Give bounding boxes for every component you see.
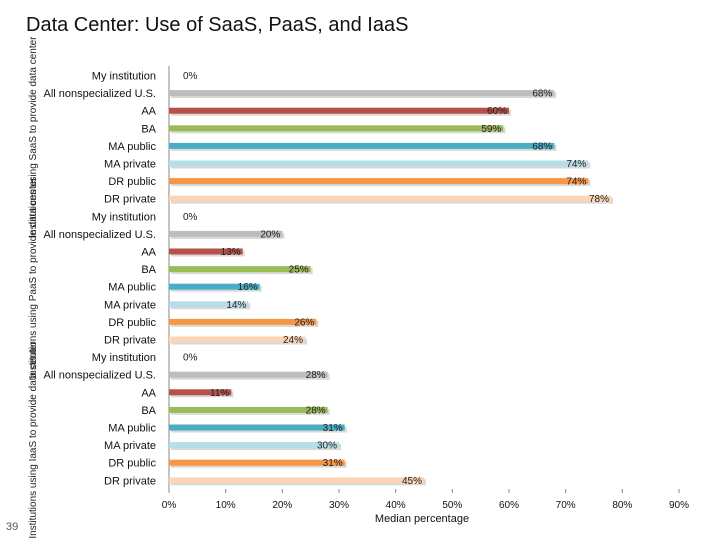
- value-label: 28%: [306, 370, 326, 381]
- value-label: 74%: [566, 159, 586, 170]
- x-tick-label: 10%: [216, 500, 236, 511]
- category-label: MA public: [108, 282, 156, 294]
- bar: [169, 389, 232, 396]
- category-label: MA private: [104, 299, 156, 311]
- category-label: DR public: [108, 458, 156, 470]
- value-label: 24%: [283, 335, 303, 346]
- value-label: 45%: [402, 476, 422, 487]
- bar: [169, 178, 589, 185]
- page-number: 39: [6, 521, 19, 533]
- bar: [169, 107, 509, 114]
- value-label: 20%: [260, 229, 280, 240]
- category-label: My institution: [92, 352, 156, 364]
- bar: [169, 371, 328, 378]
- page-title: Data Center: Use of SaaS, PaaS, and IaaS: [26, 14, 409, 36]
- value-label: 59%: [481, 124, 501, 135]
- category-label: AA: [141, 387, 156, 399]
- bar: [169, 442, 339, 449]
- bar: [169, 90, 555, 97]
- bar: [169, 230, 283, 237]
- value-label: 0%: [183, 353, 198, 364]
- bar: [169, 424, 345, 431]
- category-label: My institution: [92, 71, 156, 83]
- bar: [169, 248, 243, 255]
- value-label: 13%: [221, 247, 241, 258]
- category-label: All nonspecialized U.S.: [43, 370, 156, 382]
- category-label: DR private: [104, 475, 156, 487]
- category-label: MA public: [108, 423, 156, 435]
- x-axis-title: Median percentage: [375, 513, 469, 525]
- value-label: 0%: [183, 71, 198, 82]
- category-label: MA private: [104, 440, 156, 452]
- x-tick-label: 0%: [162, 500, 177, 511]
- category-label: DR private: [104, 194, 156, 206]
- bar: [169, 195, 611, 202]
- value-label: 0%: [183, 212, 198, 223]
- value-label: 16%: [238, 282, 258, 293]
- x-tick-label: 50%: [442, 500, 462, 511]
- category-label: AA: [141, 247, 156, 259]
- value-label: 74%: [566, 177, 586, 188]
- category-label: BA: [141, 405, 156, 417]
- value-label: 60%: [487, 106, 507, 117]
- bar: [169, 477, 424, 484]
- group-label: Institutions using SaaS to provide data …: [28, 36, 39, 238]
- value-label: 78%: [589, 194, 609, 205]
- bar: [169, 336, 305, 343]
- x-tick-label: 70%: [556, 500, 576, 511]
- bar: [169, 266, 311, 273]
- value-label: 25%: [289, 265, 309, 276]
- bar: [169, 125, 504, 132]
- value-label: 31%: [323, 458, 343, 469]
- group-label: Institutions using IaaS to provide data …: [28, 341, 39, 539]
- bar: [169, 142, 555, 149]
- category-label: DR private: [104, 335, 156, 347]
- group-label: Institutions using PaaS to provide data …: [28, 177, 39, 379]
- x-tick-label: 20%: [272, 500, 292, 511]
- category-label: All nonspecialized U.S.: [43, 229, 156, 241]
- x-tick-label: 40%: [386, 500, 406, 511]
- bar: [169, 459, 345, 466]
- category-label: AA: [141, 106, 156, 118]
- value-label: 11%: [210, 388, 229, 399]
- bar: [169, 301, 249, 308]
- value-label: 68%: [532, 141, 552, 152]
- category-label: MA private: [104, 159, 156, 171]
- x-tick-label: 60%: [499, 500, 519, 511]
- value-label: 68%: [532, 89, 552, 100]
- value-label: 14%: [226, 300, 246, 311]
- bar: [169, 318, 317, 325]
- value-label: 30%: [317, 441, 337, 452]
- x-tick-label: 30%: [329, 500, 349, 511]
- category-label: My institution: [92, 211, 156, 223]
- value-label: 26%: [294, 317, 314, 328]
- category-label: BA: [141, 123, 156, 135]
- value-label: 31%: [323, 423, 343, 434]
- bar: [169, 406, 328, 413]
- category-label: MA public: [108, 141, 156, 153]
- x-tick-label: 80%: [612, 500, 632, 511]
- category-label: BA: [141, 264, 156, 276]
- category-label: DR public: [108, 317, 156, 329]
- value-label: 28%: [306, 405, 326, 416]
- category-label: All nonspecialized U.S.: [43, 88, 156, 100]
- bar: [169, 283, 260, 290]
- x-tick-label: 90%: [669, 500, 689, 511]
- category-label: DR public: [108, 176, 156, 188]
- bar: [169, 160, 589, 167]
